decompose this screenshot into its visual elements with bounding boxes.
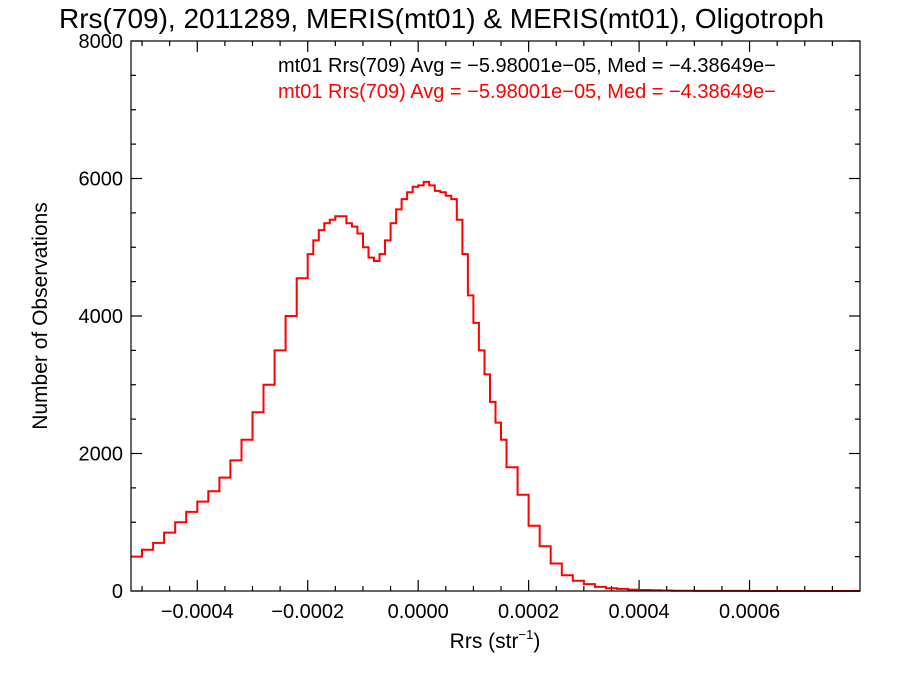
- y-tick-label: 4000: [79, 306, 124, 328]
- y-tick-label: 0: [112, 581, 123, 603]
- x-axis-label: Rrs (str−1): [450, 627, 541, 653]
- x-tick-label: 0.0006: [719, 601, 780, 623]
- x-tick-label: 0.0004: [609, 601, 670, 623]
- x-axis-label-superscript: −1: [519, 627, 534, 642]
- chart-title: Rrs(709), 2011289, MERIS(mt01) & MERIS(m…: [59, 3, 824, 34]
- y-tick-label: 6000: [79, 169, 124, 191]
- y-tick-label: 8000: [79, 31, 124, 53]
- histogram-series-line: [131, 180, 860, 592]
- x-tick-label: 0.0002: [498, 601, 559, 623]
- axis-ticks: [131, 40, 860, 592]
- x-tick-label: −0.0002: [271, 601, 344, 623]
- annotation-avg-med-black: mt01 Rrs(709) Avg = −5.98001e−05, Med = …: [278, 55, 776, 77]
- plot-frame: [130, 40, 861, 592]
- y-axis-label: Number of Observations: [29, 202, 52, 430]
- x-axis-label-end: ): [533, 630, 540, 653]
- x-tick-label: −0.0004: [161, 601, 234, 623]
- x-tick-label: 0.0000: [388, 601, 449, 623]
- y-tick-label: 2000: [79, 444, 124, 466]
- annotation-avg-med-red: mt01 Rrs(709) Avg = −5.98001e−05, Med = …: [278, 81, 776, 103]
- x-axis-label-main: Rrs (str: [450, 630, 519, 653]
- axis-tick-labels: −0.0004 −0.0002 0.0000 0.0002 0.0004 0.0006 0 2…: [79, 31, 781, 623]
